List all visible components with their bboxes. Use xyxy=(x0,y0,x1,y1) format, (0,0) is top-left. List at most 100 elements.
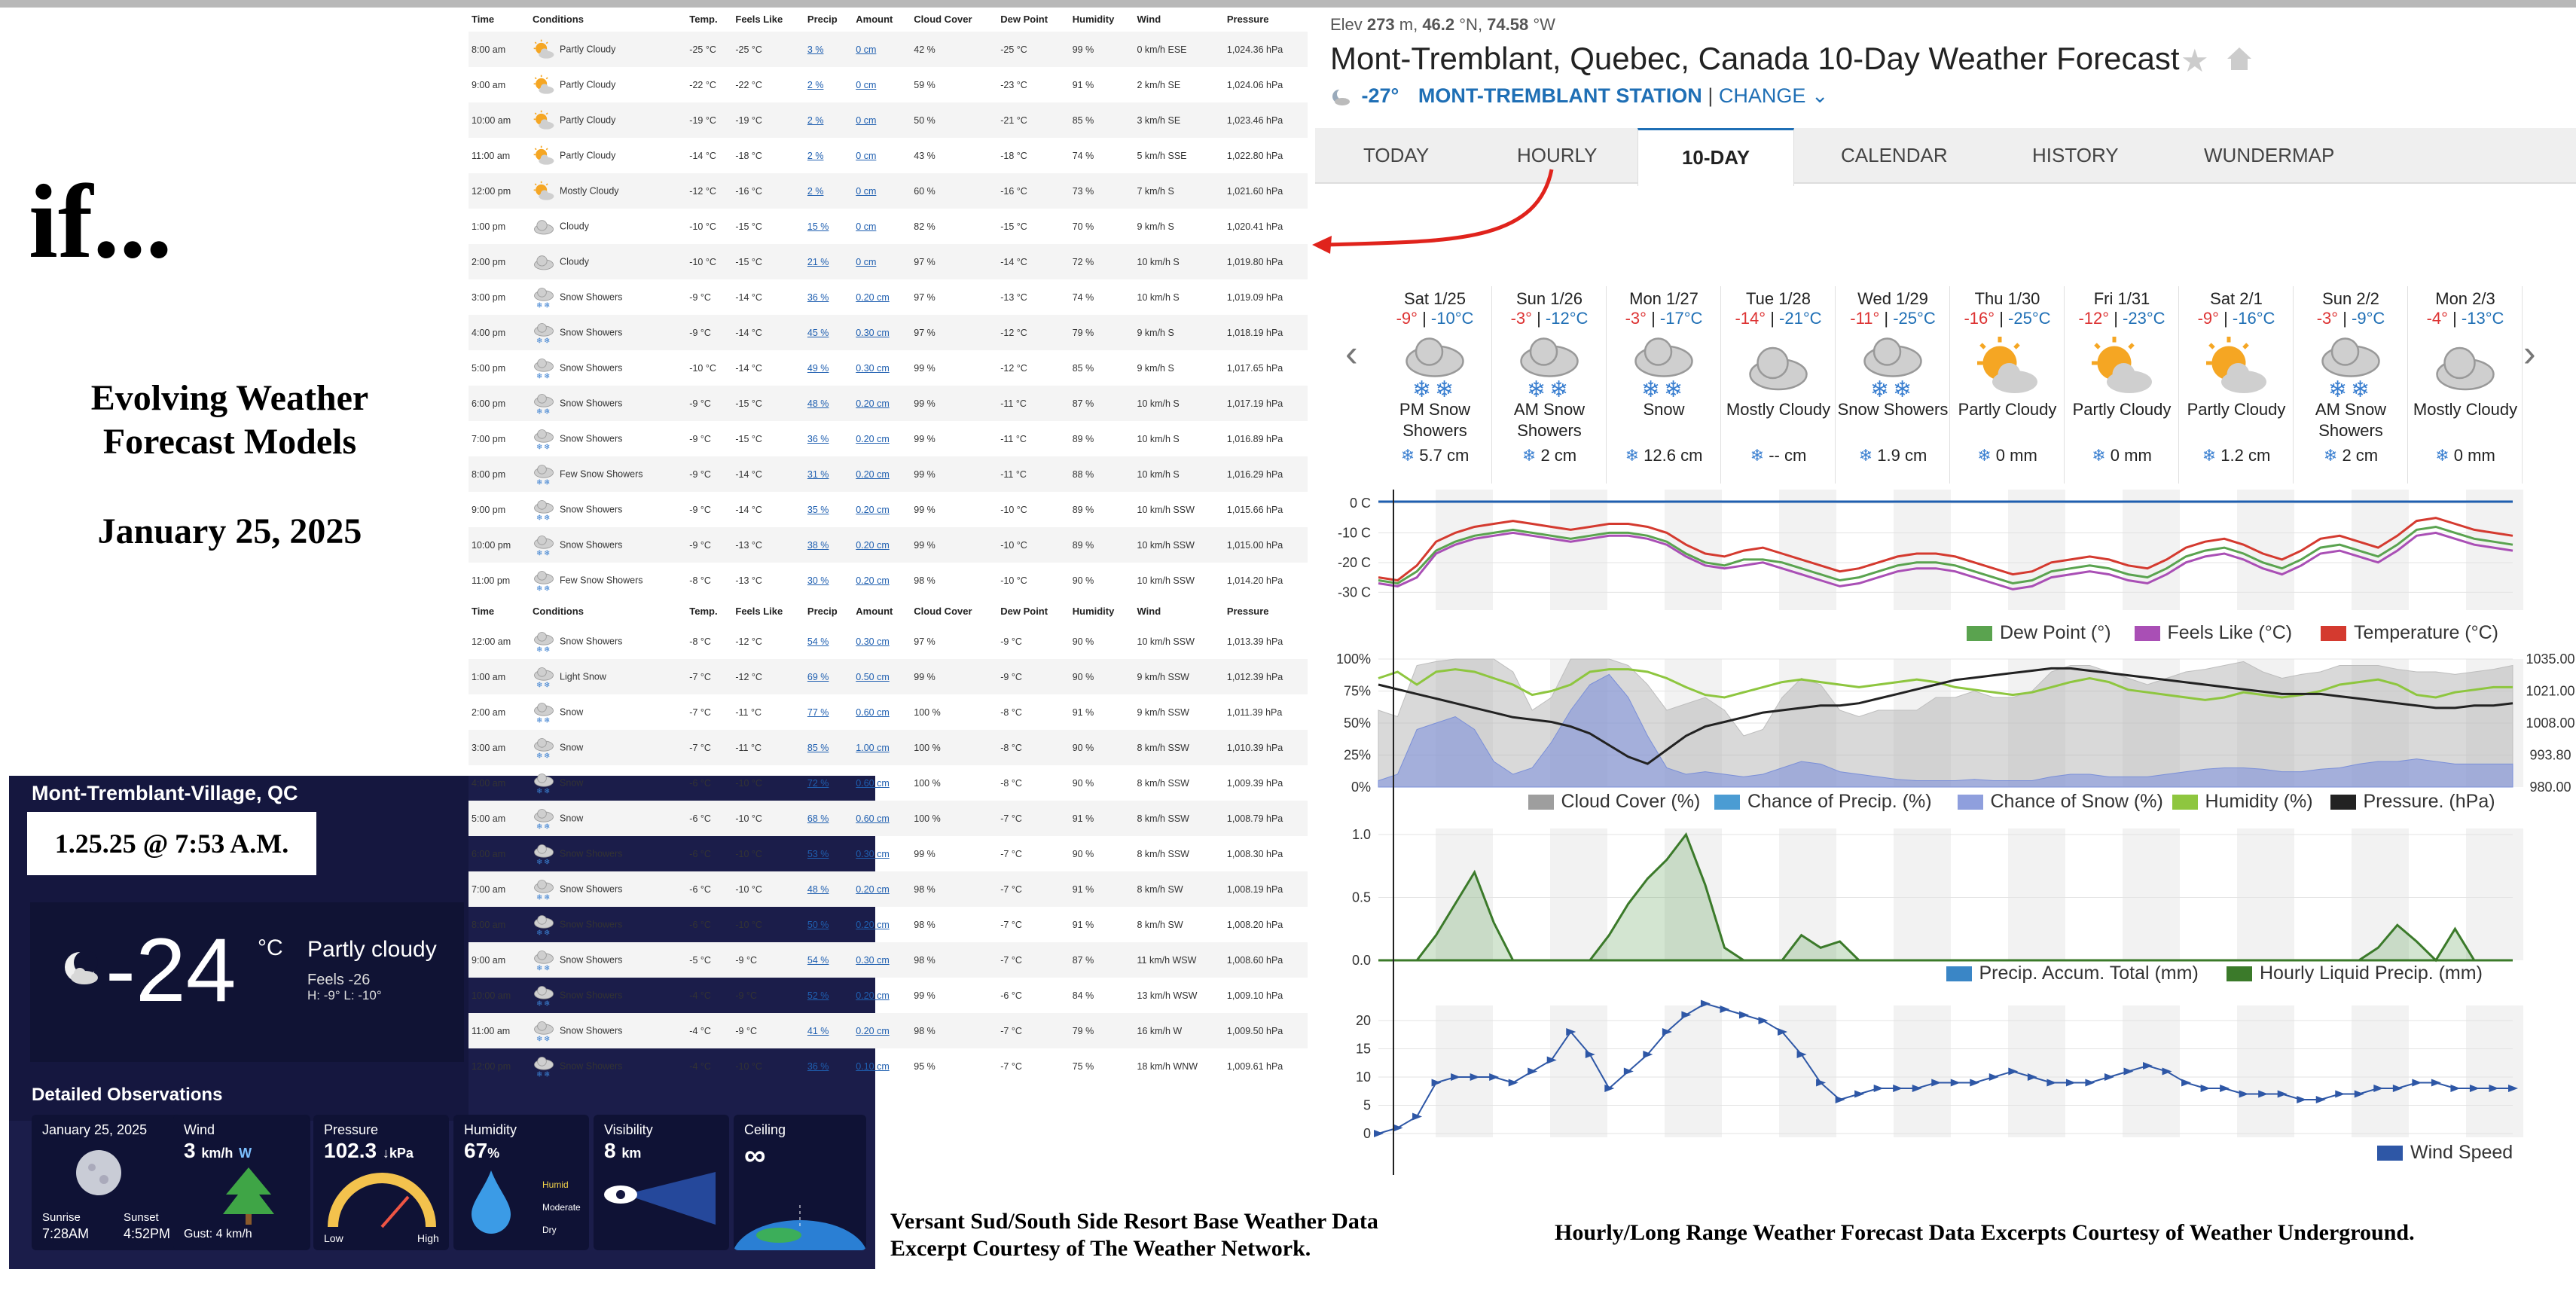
amount-link[interactable]: 0.50 cm xyxy=(856,671,890,682)
amount-link[interactable]: 0.60 cm xyxy=(856,813,890,824)
amount-link[interactable]: 0 cm xyxy=(856,256,877,267)
table-cell: 1,016.89 hPa xyxy=(1226,433,1283,444)
precip-link[interactable]: 3 % xyxy=(807,44,824,55)
amount-link[interactable]: 0.20 cm xyxy=(856,1025,890,1036)
precip-link[interactable]: 35 % xyxy=(807,504,829,515)
precip-link[interactable]: 45 % xyxy=(807,327,829,338)
amount-link[interactable]: 0.30 cm xyxy=(856,636,890,647)
amount-link[interactable]: 0.20 cm xyxy=(856,539,890,551)
precip-link[interactable]: 15 % xyxy=(807,221,829,232)
forecast-day[interactable]: Thu 1/30 -16° | -25°C Partly Cloudy ❄ 0 mm xyxy=(1951,286,2065,484)
table-cell: -25 °C xyxy=(686,32,733,67)
forecast-day[interactable]: Wed 1/29 -11° | -25°C ❄ ❄ Snow Showers ❄ 1.9 … xyxy=(1836,286,1950,484)
precip-link[interactable]: 2 % xyxy=(807,185,824,197)
amount-link[interactable]: 0 cm xyxy=(856,221,877,232)
precip-link[interactable]: 38 % xyxy=(807,539,829,551)
amount-link[interactable]: 0.60 cm xyxy=(856,706,890,718)
tab-history[interactable]: HISTORY xyxy=(2032,144,2119,166)
forecast-day[interactable]: Fri 1/31 -12° | -23°C Partly Cloudy ❄ 0 mm xyxy=(2065,286,2179,484)
station-name[interactable]: MONT-TREMBLANT STATION xyxy=(1418,84,1702,107)
forecast-day[interactable]: Sat 1/25 -9° | -10°C ❄ ❄ PM Snow Showers ❄ 5.7… xyxy=(1378,286,1492,484)
amount-link[interactable]: 0.20 cm xyxy=(856,398,890,409)
amount-link[interactable]: 0.20 cm xyxy=(856,883,890,895)
amount-link[interactable]: 0.20 cm xyxy=(856,468,890,480)
precip-link[interactable]: 49 % xyxy=(807,362,829,374)
amount-link[interactable]: 0.20 cm xyxy=(856,990,890,1001)
precip-link[interactable]: 77 % xyxy=(807,706,829,718)
amount-link[interactable]: 0.30 cm xyxy=(856,954,890,966)
amount-link[interactable]: 0.60 cm xyxy=(856,777,890,789)
precip-link[interactable]: 85 % xyxy=(807,742,829,753)
next-arrow-icon[interactable]: › xyxy=(2523,332,2536,374)
amount-link[interactable]: 0 cm xyxy=(856,114,877,126)
change-link[interactable]: CHANGE xyxy=(1718,84,1806,107)
amount-cell: 0.20 cm xyxy=(853,386,911,421)
precip-link[interactable]: 53 % xyxy=(807,848,829,859)
tab-calendar[interactable]: CALENDAR xyxy=(1841,144,1948,166)
precip-link[interactable]: 30 % xyxy=(807,575,829,586)
amount-link[interactable]: 0.30 cm xyxy=(856,327,890,338)
precip-link[interactable]: 2 % xyxy=(807,114,824,126)
table-cell: 4:00 am xyxy=(472,777,506,789)
condition-cell: ❄ ❄ Snow Showers xyxy=(530,1048,686,1084)
favorite-star-icon[interactable]: ★ xyxy=(2181,43,2209,78)
precip-link[interactable]: 50 % xyxy=(807,919,829,930)
forecast-day[interactable]: Mon 2/3 -4° | -13°C Mostly Cloudy ❄ 0 mm xyxy=(2409,286,2523,484)
table-cell: -18 °C xyxy=(1000,150,1027,161)
precip-link[interactable]: 36 % xyxy=(807,291,829,303)
forecast-day[interactable]: Sun 1/26 -3° | -12°C ❄ ❄ AM Snow Showers ❄ 2 c… xyxy=(1493,286,1607,484)
precip-link[interactable]: 72 % xyxy=(807,777,829,789)
condition-text: Snow Showers xyxy=(560,918,623,929)
y-tick-label: 75% xyxy=(1344,684,1371,699)
precip-link[interactable]: 48 % xyxy=(807,883,829,895)
amount-link[interactable]: 0 cm xyxy=(856,79,877,90)
amount-link[interactable]: 0.20 cm xyxy=(856,504,890,515)
forecast-day[interactable]: Tue 1/28 -14° | -21°C Mostly Cloudy ❄ -- cm xyxy=(1722,286,1836,484)
home-icon[interactable] xyxy=(2226,45,2253,72)
table-cell: 7:00 pm xyxy=(472,433,506,444)
precip-link[interactable]: 36 % xyxy=(807,1060,829,1072)
precip-link[interactable]: 52 % xyxy=(807,990,829,1001)
amount-link[interactable]: 0.20 cm xyxy=(856,433,890,444)
precip-link[interactable]: 21 % xyxy=(807,256,829,267)
amount-link[interactable]: 0 cm xyxy=(856,185,877,197)
table-cell: 9 km/h SSW xyxy=(1137,706,1189,718)
precip-link[interactable]: 2 % xyxy=(807,150,824,161)
precip-link[interactable]: 31 % xyxy=(807,468,829,480)
amount-link[interactable]: 0 cm xyxy=(856,150,877,161)
y-tick-label: 0.5 xyxy=(1352,890,1371,905)
precip-link[interactable]: 54 % xyxy=(807,954,829,966)
precip-link[interactable]: 54 % xyxy=(807,636,829,647)
amount-link[interactable]: 0 cm xyxy=(856,44,877,55)
precip-link[interactable]: 48 % xyxy=(807,398,829,409)
table-cell: 9:00 am xyxy=(469,942,530,978)
forecast-day[interactable]: Sun 2/2 -3° | -9°C ❄ ❄ AM Snow Showers ❄ 2 cm xyxy=(2294,286,2408,484)
precip-link[interactable]: 68 % xyxy=(807,813,829,824)
chevron-down-icon[interactable]: ⌄ xyxy=(1811,84,1829,107)
table-row: 6:00 pm ❄ ❄ Snow Showers -9 °C -15 °C 48 % 0.20… xyxy=(469,386,1308,421)
forecast-day[interactable]: Mon 1/27 -3° | -17°C ❄ ❄ Snow ❄ 12.6 cm xyxy=(1607,286,1721,484)
amount-link[interactable]: 0.30 cm xyxy=(856,848,890,859)
forecast-day[interactable]: Sat 2/1 -9° | -16°C Partly Cloudy ❄ 1.2 cm xyxy=(2180,286,2294,484)
precip-link[interactable]: 41 % xyxy=(807,1025,829,1036)
precip-link[interactable]: 36 % xyxy=(807,433,829,444)
tab-today[interactable]: TODAY xyxy=(1363,144,1430,166)
amount-link[interactable]: 1.00 cm xyxy=(856,742,890,753)
tab-10-day[interactable]: 10-DAY xyxy=(1637,128,1794,186)
table-cell: 84 % xyxy=(1072,990,1094,1001)
precip-link[interactable]: 69 % xyxy=(807,671,829,682)
condition-text: Snow Showers xyxy=(560,432,623,444)
condition-cell: ❄ ❄ Snow Showers xyxy=(530,836,686,871)
amount-link[interactable]: 0.20 cm xyxy=(856,291,890,303)
tab-hourly[interactable]: HOURLY xyxy=(1517,144,1598,166)
sun-cloud-icon xyxy=(533,75,560,94)
legend-item: Precip. Accum. Total (mm) xyxy=(1946,963,2199,984)
amount-link[interactable]: 0.20 cm xyxy=(856,919,890,930)
amount-link[interactable]: 0.30 cm xyxy=(856,362,890,374)
amount-link[interactable]: 0.10 cm xyxy=(856,1060,890,1072)
prev-arrow-icon[interactable]: ‹ xyxy=(1345,332,1358,374)
sun-cloud-icon xyxy=(533,110,560,130)
precip-link[interactable]: 2 % xyxy=(807,79,824,90)
tab-wundermap[interactable]: WUNDERMAP xyxy=(2204,144,2335,166)
amount-link[interactable]: 0.20 cm xyxy=(856,575,890,586)
